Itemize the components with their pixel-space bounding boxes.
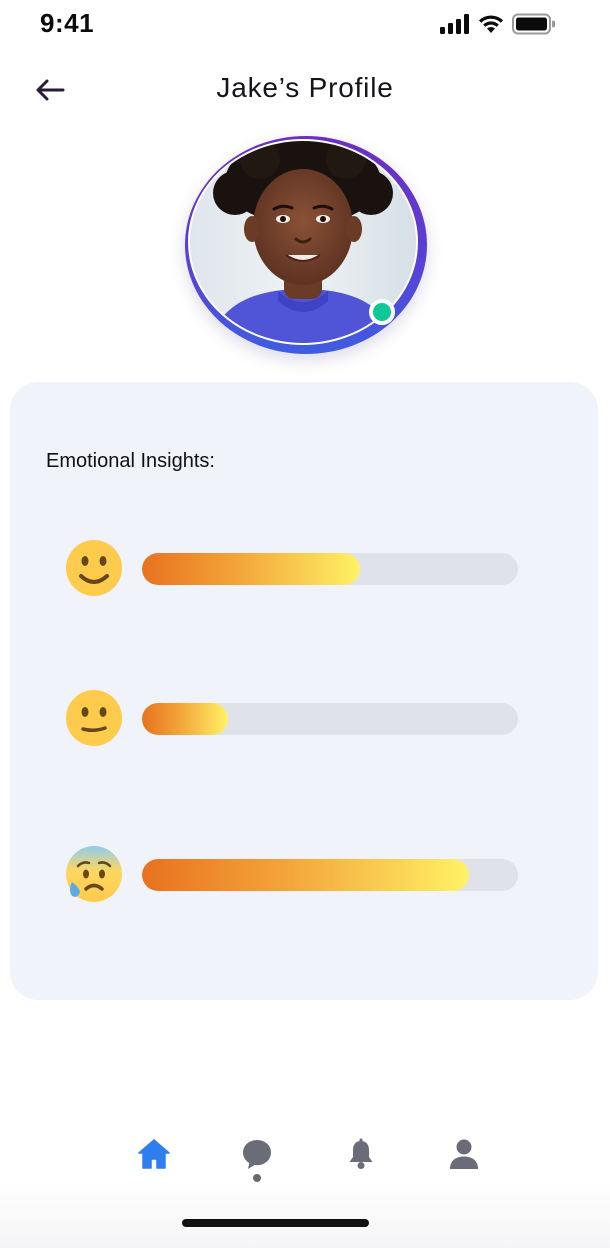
bottom-nav bbox=[0, 1120, 610, 1200]
back-button[interactable] bbox=[28, 70, 72, 110]
insight-bar-track bbox=[142, 553, 518, 585]
chat-icon bbox=[243, 1140, 271, 1169]
online-status-dot bbox=[369, 299, 395, 325]
nav-item-profile[interactable] bbox=[442, 1138, 486, 1188]
insight-bar-fill bbox=[142, 553, 361, 585]
header: Jake’s Profile bbox=[0, 64, 610, 114]
bottom-fade bbox=[0, 1180, 610, 1248]
insight-row-anxious bbox=[64, 844, 524, 904]
battery-icon bbox=[512, 13, 555, 35]
home-icon bbox=[138, 1139, 170, 1169]
status-icons bbox=[440, 13, 556, 35]
page-title: Jake’s Profile bbox=[216, 72, 394, 103]
neutral-face-icon bbox=[66, 690, 122, 746]
signal-icon bbox=[440, 14, 469, 34]
user-icon bbox=[450, 1139, 478, 1169]
insight-row-neutral bbox=[64, 688, 524, 748]
insight-row-happy bbox=[64, 538, 524, 598]
emotional-insights-card: Emotional Insights: bbox=[10, 382, 598, 1000]
back-arrow-icon bbox=[36, 79, 65, 101]
anxious-face-with-sweat-icon bbox=[66, 846, 122, 902]
nav-item-chat[interactable] bbox=[235, 1138, 279, 1188]
home-indicator[interactable] bbox=[182, 1219, 369, 1227]
nav-item-home[interactable] bbox=[132, 1138, 176, 1188]
slightly-smiling-face-icon bbox=[66, 540, 122, 596]
insight-bar-fill bbox=[142, 703, 229, 735]
insight-bar-track bbox=[142, 859, 518, 891]
status-time: 9:41 bbox=[40, 8, 95, 38]
wifi-icon bbox=[479, 15, 503, 33]
bell-icon bbox=[349, 1138, 373, 1169]
nav-active-dot bbox=[253, 1174, 261, 1182]
insight-bar-fill bbox=[142, 859, 470, 891]
insights-title: Emotional Insights: bbox=[46, 450, 215, 472]
nav-item-notifications[interactable] bbox=[339, 1138, 383, 1188]
insight-bar-track bbox=[142, 703, 518, 735]
status-bar: 9:41 bbox=[0, 0, 610, 56]
